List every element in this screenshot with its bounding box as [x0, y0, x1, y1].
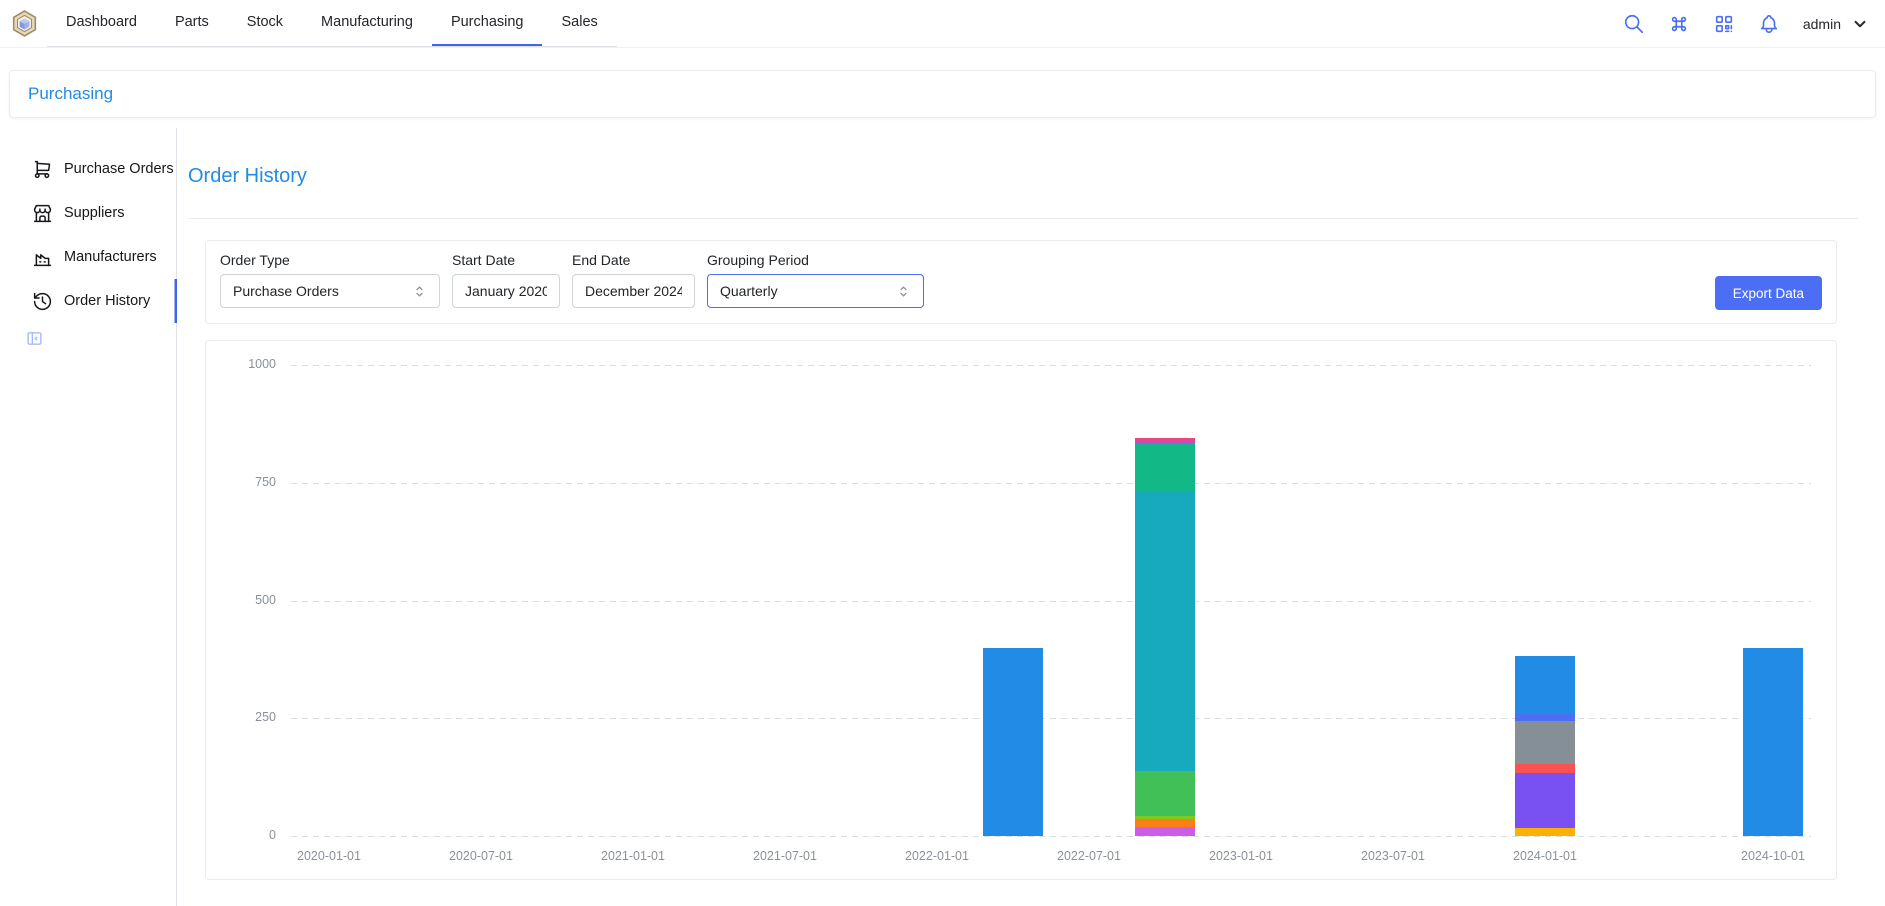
- y-axis-tick-label: 500: [206, 593, 276, 607]
- gridline: [291, 483, 1811, 484]
- tab-parts[interactable]: Parts: [156, 0, 228, 46]
- title-divider: [188, 218, 1858, 219]
- user-menu[interactable]: admin: [1803, 15, 1869, 33]
- qrcode-scan-icon[interactable]: [1713, 13, 1735, 35]
- x-axis-tick-label: 2020-07-01: [426, 849, 536, 863]
- chart-area: 0 250 500 750 1000 2020-01-01 2020-07-01 2021-0…: [206, 341, 1836, 879]
- y-axis-tick-label: 0: [206, 828, 276, 842]
- sidebar-collapse-icon[interactable]: [26, 330, 43, 347]
- bar-segment-2024-01-01[interactable]: [1515, 656, 1575, 714]
- bar-segment-2024-01-01[interactable]: [1515, 828, 1575, 836]
- x-axis-tick-label: 2024-10-01: [1718, 849, 1828, 863]
- order-history-chart: 0 250 500 750 1000 2020-01-01 2020-07-01 2021-0…: [205, 340, 1837, 880]
- x-axis-tick-label: 2024-01-01: [1490, 849, 1600, 863]
- x-axis-tick-label: 2021-07-01: [730, 849, 840, 863]
- tab-stock[interactable]: Stock: [228, 0, 302, 46]
- sidebar-item-suppliers[interactable]: Suppliers: [0, 191, 177, 235]
- bar-segment-2024-10-01[interactable]: [1743, 648, 1803, 836]
- bar-segment-2024-01-01[interactable]: [1515, 764, 1575, 773]
- sidebar-item-label: Suppliers: [64, 205, 124, 221]
- factory-icon: [32, 247, 53, 268]
- start-date-input[interactable]: [465, 283, 547, 299]
- gridline: [291, 601, 1811, 602]
- filter-panel: Order Type Purchase Orders Start Date En…: [205, 240, 1837, 324]
- gridline: [291, 718, 1811, 719]
- order-type-label: Order Type: [220, 252, 440, 268]
- x-axis-tick-label: 2020-01-01: [274, 849, 384, 863]
- main-nav-tabs: Dashboard Parts Stock Manufacturing Purc…: [47, 0, 617, 47]
- search-icon[interactable]: [1623, 13, 1645, 35]
- x-axis-tick-label: 2023-01-01: [1186, 849, 1296, 863]
- bar-segment-2022-10-01[interactable]: [1135, 819, 1195, 827]
- x-axis-tick-label: 2023-07-01: [1338, 849, 1448, 863]
- end-date-input[interactable]: [585, 283, 682, 299]
- tab-sales[interactable]: Sales: [542, 0, 616, 46]
- end-date-label: End Date: [572, 252, 695, 268]
- sidebar-item-label: Manufacturers: [64, 249, 157, 265]
- bar-segment-2022-04-01[interactable]: [983, 648, 1043, 836]
- order-type-value: Purchase Orders: [233, 283, 339, 299]
- start-date-label: Start Date: [452, 252, 560, 268]
- export-data-button[interactable]: Export Data: [1715, 276, 1822, 310]
- bar-segment-2022-10-01[interactable]: [1135, 442, 1195, 444]
- navbar-actions: admin: [1623, 13, 1869, 35]
- purchasing-sidebar: Purchase Orders Suppliers Manufacturers …: [0, 128, 177, 906]
- y-axis-tick-label: 1000: [206, 357, 276, 371]
- order-type-select[interactable]: Purchase Orders: [220, 274, 440, 308]
- sidebar-item-label: Order History: [64, 293, 150, 309]
- y-axis-tick-label: 250: [206, 710, 276, 724]
- building-store-icon: [32, 203, 53, 224]
- grouping-period-value: Quarterly: [720, 283, 778, 299]
- x-axis-tick-label: 2021-01-01: [578, 849, 688, 863]
- gridline: [291, 836, 1811, 837]
- sidebar-item-label: Purchase Orders: [64, 161, 174, 177]
- tab-dashboard[interactable]: Dashboard: [47, 0, 156, 46]
- x-axis-tick-label: 2022-07-01: [1034, 849, 1144, 863]
- bar-segment-2022-10-01[interactable]: [1135, 771, 1195, 817]
- app-logo[interactable]: [11, 10, 38, 37]
- tab-manufacturing[interactable]: Manufacturing: [302, 0, 432, 46]
- bar-segment-2024-01-01[interactable]: [1515, 714, 1575, 721]
- end-date-filter: End Date: [572, 252, 695, 308]
- inventree-logo-icon: [11, 10, 38, 37]
- bar-segment-2022-10-01[interactable]: [1135, 438, 1195, 442]
- sidebar-item-purchase-orders[interactable]: Purchase Orders: [0, 147, 177, 191]
- selector-icon: [896, 284, 911, 299]
- x-axis-tick-label: 2022-01-01: [882, 849, 992, 863]
- sidebar-item-order-history[interactable]: Order History: [0, 279, 177, 323]
- chart-plot: [291, 365, 1811, 836]
- gridline: [291, 365, 1811, 366]
- sidebar-item-manufacturers[interactable]: Manufacturers: [0, 235, 177, 279]
- grouping-period-filter: Grouping Period Quarterly: [707, 252, 924, 308]
- sidebar-list: Purchase Orders Suppliers Manufacturers …: [0, 147, 177, 323]
- bar-segment-2022-10-01[interactable]: [1135, 491, 1195, 770]
- chevron-down-icon: [1851, 15, 1869, 33]
- breadcrumb-panel: Purchasing: [9, 70, 1876, 118]
- bar-segment-2022-10-01[interactable]: [1135, 816, 1195, 818]
- start-date-field: [452, 274, 560, 308]
- order-type-filter: Order Type Purchase Orders: [220, 252, 440, 308]
- bar-segment-2022-10-01[interactable]: [1135, 444, 1195, 491]
- top-navbar: Dashboard Parts Stock Manufacturing Purc…: [0, 0, 1885, 48]
- grouping-period-label: Grouping Period: [707, 252, 924, 268]
- bell-icon[interactable]: [1758, 13, 1780, 35]
- bar-segment-2024-01-01[interactable]: [1515, 773, 1575, 828]
- command-icon[interactable]: [1668, 13, 1690, 35]
- end-date-field: [572, 274, 695, 308]
- bar-segment-2024-01-01[interactable]: [1515, 721, 1575, 764]
- bar-segment-2022-10-01[interactable]: [1135, 827, 1195, 836]
- history-icon: [32, 291, 53, 312]
- y-axis-tick-label: 750: [206, 475, 276, 489]
- selector-icon: [412, 284, 427, 299]
- username-label: admin: [1803, 16, 1841, 32]
- start-date-filter: Start Date: [452, 252, 560, 308]
- shopping-cart-icon: [32, 159, 53, 180]
- grouping-period-select[interactable]: Quarterly: [707, 274, 924, 308]
- breadcrumb[interactable]: Purchasing: [28, 84, 113, 104]
- page-title: Order History: [188, 165, 307, 188]
- tab-purchasing[interactable]: Purchasing: [432, 0, 543, 46]
